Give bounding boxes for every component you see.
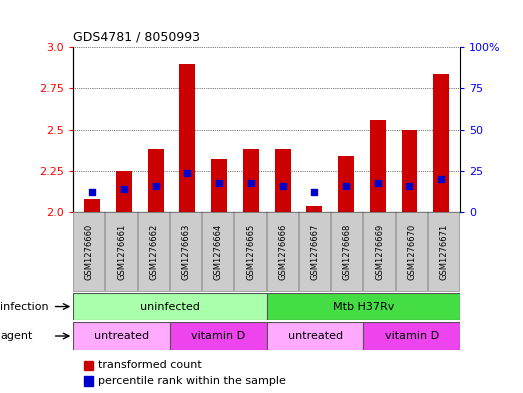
Point [88, 189, 96, 196]
Point [152, 183, 160, 189]
Text: untreated: untreated [94, 331, 149, 341]
Point [247, 179, 255, 185]
Point [437, 176, 446, 182]
Text: GSM1276666: GSM1276666 [278, 223, 287, 280]
Text: GSM1276670: GSM1276670 [407, 223, 416, 280]
Point [405, 183, 414, 189]
Bar [433, 73, 449, 212]
Bar [306, 206, 322, 212]
Text: uninfected: uninfected [140, 301, 200, 312]
Text: GSM1276667: GSM1276667 [311, 223, 320, 280]
Text: GSM1276665: GSM1276665 [246, 223, 255, 280]
Text: GDS4781 / 8050993: GDS4781 / 8050993 [73, 30, 200, 43]
Text: GSM1276668: GSM1276668 [343, 223, 352, 280]
Bar [148, 149, 164, 212]
Point [310, 189, 319, 196]
FancyBboxPatch shape [267, 293, 460, 320]
Bar [338, 156, 354, 212]
FancyBboxPatch shape [73, 322, 170, 350]
Bar [402, 130, 417, 212]
Point [342, 183, 350, 189]
Text: percentile rank within the sample: percentile rank within the sample [98, 376, 286, 386]
Text: agent: agent [0, 331, 32, 341]
FancyBboxPatch shape [267, 322, 363, 350]
FancyBboxPatch shape [363, 322, 460, 350]
Text: vitamin D: vitamin D [385, 331, 439, 341]
Bar [211, 160, 227, 212]
Text: GSM1276662: GSM1276662 [150, 223, 158, 280]
Point [373, 179, 382, 185]
Bar [84, 199, 100, 212]
Bar [179, 64, 196, 212]
Text: GSM1276663: GSM1276663 [181, 223, 190, 280]
FancyBboxPatch shape [170, 322, 267, 350]
Point [215, 179, 223, 185]
Bar [275, 149, 290, 212]
Bar [116, 171, 132, 212]
Bar [243, 149, 259, 212]
Text: GSM1276669: GSM1276669 [375, 223, 384, 280]
Text: vitamin D: vitamin D [191, 331, 245, 341]
FancyBboxPatch shape [73, 293, 267, 320]
Point [183, 169, 191, 176]
Point [278, 183, 287, 189]
Text: transformed count: transformed count [98, 360, 202, 371]
Text: Mtb H37Rv: Mtb H37Rv [333, 301, 394, 312]
Text: GSM1276661: GSM1276661 [117, 223, 126, 280]
Text: GSM1276660: GSM1276660 [85, 223, 94, 280]
Text: infection: infection [0, 301, 49, 312]
Bar [370, 120, 385, 212]
Text: GSM1276664: GSM1276664 [214, 223, 223, 280]
Text: GSM1276671: GSM1276671 [440, 223, 449, 280]
Point [120, 186, 128, 192]
Text: untreated: untreated [288, 331, 343, 341]
